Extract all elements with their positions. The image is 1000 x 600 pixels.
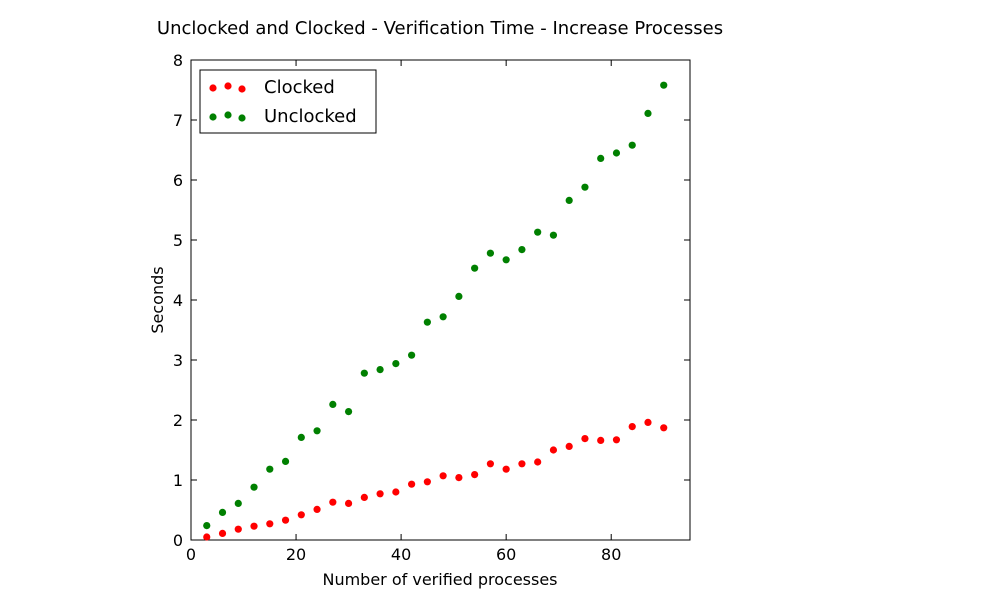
data-point — [455, 292, 463, 300]
data-point — [597, 154, 605, 162]
x-axis-ticks: 0 20 40 60 80 — [186, 60, 621, 564]
series-clocked — [203, 418, 668, 541]
data-point — [423, 478, 431, 486]
legend-marker — [238, 114, 246, 122]
data-point — [250, 522, 258, 530]
legend-marker — [209, 84, 217, 92]
data-point — [486, 460, 494, 468]
data-point — [203, 533, 211, 541]
data-point — [612, 149, 621, 157]
data-point — [628, 423, 636, 431]
data-point — [455, 474, 463, 482]
x-tick-label: 0 — [186, 545, 196, 564]
data-point — [218, 508, 227, 516]
y-tick-label: 3 — [173, 351, 183, 370]
data-point — [218, 529, 227, 538]
data-point — [565, 442, 573, 450]
data-point — [408, 480, 416, 488]
data-point — [534, 228, 542, 236]
x-tick-label: 40 — [391, 545, 411, 564]
y-tick-label: 0 — [173, 531, 183, 550]
data-point — [660, 424, 668, 432]
data-point — [502, 465, 510, 473]
data-point — [281, 457, 290, 465]
data-point — [360, 493, 368, 501]
data-point — [297, 511, 305, 519]
legend-marker — [224, 111, 232, 119]
y-tick-label: 2 — [173, 411, 183, 430]
data-point — [439, 313, 447, 321]
y-tick-label: 7 — [173, 111, 183, 130]
x-tick-label: 20 — [286, 545, 306, 564]
legend-marker — [238, 85, 246, 93]
data-point — [266, 520, 274, 528]
y-axis-ticks: 0 1 2 3 4 5 6 7 8 — [173, 51, 690, 550]
data-point — [518, 246, 526, 254]
chart-title: Unclocked and Clocked - Verification Tim… — [157, 18, 723, 39]
y-tick-label: 6 — [173, 171, 183, 190]
data-point — [344, 408, 353, 416]
y-axis-label: Seconds — [148, 266, 167, 333]
legend-marker — [224, 82, 232, 90]
data-point — [329, 498, 337, 506]
data-point — [534, 458, 542, 466]
data-point — [360, 369, 368, 377]
data-point — [408, 351, 416, 359]
y-tick-label: 1 — [173, 471, 183, 490]
data-point — [297, 433, 305, 441]
data-point — [423, 318, 431, 326]
x-tick-label: 60 — [496, 545, 516, 564]
data-point — [628, 141, 636, 149]
data-point — [549, 231, 558, 239]
data-point — [565, 196, 573, 204]
data-point — [234, 499, 242, 507]
data-point — [313, 505, 321, 513]
data-point — [329, 400, 337, 408]
data-point — [250, 483, 258, 491]
plot-frame — [190, 59, 691, 541]
data-point — [581, 435, 589, 443]
data-point — [376, 490, 384, 498]
data-point — [234, 525, 242, 533]
data-point — [660, 81, 668, 89]
y-tick-label: 4 — [173, 291, 183, 310]
legend-box — [199, 69, 377, 134]
data-point — [281, 516, 290, 524]
legend-label: Clocked — [264, 77, 335, 98]
data-point — [644, 109, 652, 117]
data-points — [203, 81, 668, 541]
x-tick-label: 80 — [601, 545, 621, 564]
legend-item-clocked: Clocked — [209, 77, 335, 98]
legend-label: Unclocked — [264, 106, 357, 127]
series-unclocked — [203, 81, 668, 530]
data-point — [612, 436, 621, 444]
data-point — [581, 183, 589, 191]
data-point — [518, 460, 526, 468]
x-axis-label: Number of verified processes — [322, 570, 557, 589]
data-point — [376, 366, 384, 374]
data-point — [203, 522, 211, 530]
data-point — [313, 427, 321, 435]
data-point — [266, 465, 274, 473]
y-tick-label: 8 — [173, 51, 183, 70]
legend-item-unclocked: Unclocked — [209, 106, 357, 127]
plot-area: 0 20 40 60 80 0 1 2 3 4 5 6 7 8 — [173, 51, 691, 564]
data-point — [392, 488, 400, 496]
data-point — [471, 264, 479, 272]
y-tick-label: 5 — [173, 231, 183, 250]
legend-marker — [209, 113, 217, 121]
data-point — [644, 418, 652, 426]
data-point — [597, 436, 605, 444]
data-point — [392, 360, 400, 368]
data-point — [502, 256, 510, 264]
legend: Clocked Unclocked — [199, 69, 377, 134]
data-point — [439, 472, 447, 480]
data-point — [549, 446, 558, 454]
data-point — [486, 249, 494, 257]
data-point — [471, 471, 479, 479]
data-point — [344, 499, 353, 507]
